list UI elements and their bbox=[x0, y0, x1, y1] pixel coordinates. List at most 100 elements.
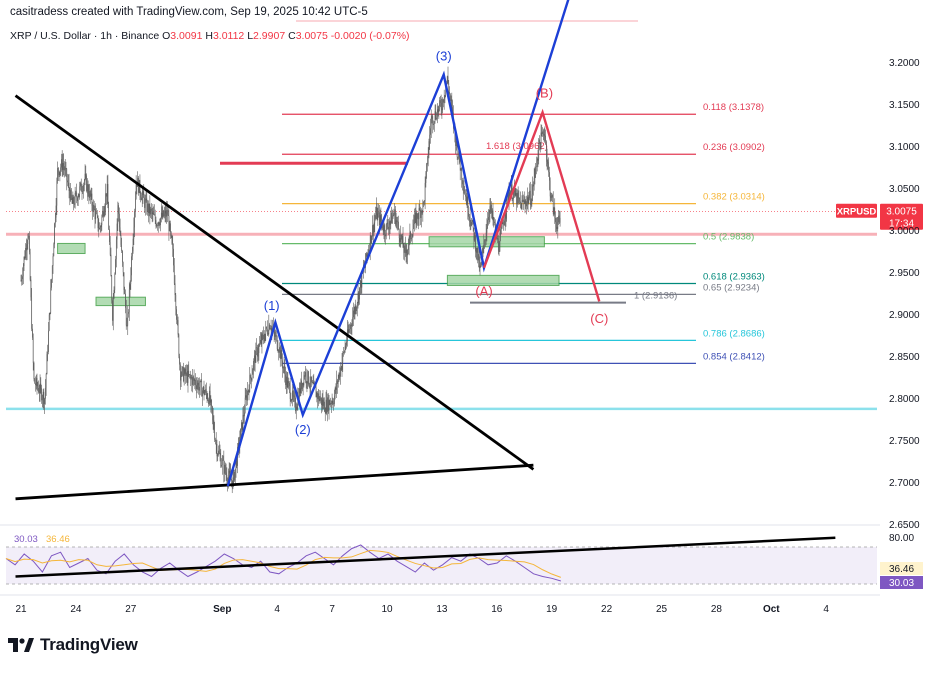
candle-body bbox=[223, 459, 225, 474]
candle-body bbox=[60, 167, 61, 171]
candle-body bbox=[169, 223, 171, 231]
candle-body bbox=[167, 209, 168, 215]
candle-body bbox=[484, 240, 485, 242]
demand-zone[interactable] bbox=[57, 242, 86, 255]
candle-body bbox=[261, 334, 263, 345]
candle-body bbox=[71, 197, 73, 204]
candle-body bbox=[494, 221, 495, 223]
candle-body bbox=[552, 195, 553, 198]
candle-body bbox=[104, 206, 106, 213]
candle-body bbox=[518, 197, 520, 199]
candle-body bbox=[452, 107, 453, 113]
candle-body bbox=[106, 184, 108, 197]
wave-label: (A) bbox=[475, 284, 492, 299]
candle-body bbox=[432, 116, 434, 125]
high-value: 3.0112 bbox=[212, 30, 245, 42]
candle-body bbox=[38, 388, 39, 393]
candle-body bbox=[26, 244, 28, 251]
tradingview-logo[interactable]: TradingView bbox=[8, 634, 138, 656]
candle-body bbox=[549, 180, 551, 197]
candle-body bbox=[291, 400, 293, 401]
candle-body bbox=[501, 222, 503, 227]
candle-body bbox=[330, 402, 331, 405]
candle-body bbox=[288, 381, 289, 383]
candle-body bbox=[430, 118, 432, 129]
candle-body bbox=[514, 188, 516, 196]
demand-zone[interactable] bbox=[95, 296, 146, 307]
candle-body bbox=[200, 380, 202, 382]
candle-body bbox=[311, 376, 312, 383]
candle-body bbox=[515, 192, 517, 196]
candle-body bbox=[187, 370, 189, 383]
axes: 3.2000 3.1500 3.1000 3.0500 3.0000 2.9500 2.90… bbox=[0, 58, 920, 615]
candle-body bbox=[251, 374, 253, 381]
candle-body bbox=[242, 414, 244, 430]
candle-body bbox=[544, 135, 546, 137]
candle-body bbox=[185, 369, 187, 376]
candle-body bbox=[276, 335, 277, 337]
candle-body bbox=[375, 215, 376, 219]
candle-body bbox=[491, 204, 492, 214]
candle-body bbox=[116, 223, 118, 240]
candle-body bbox=[504, 218, 506, 221]
candle-body bbox=[440, 100, 441, 103]
candle-body bbox=[97, 215, 99, 229]
rsi-ma-line[interactable] bbox=[5, 549, 562, 578]
rsi-pane[interactable]: 30.03 36.46 80.00 36.46 30.03 bbox=[5, 533, 923, 589]
candle-body bbox=[401, 234, 402, 240]
candle-body bbox=[215, 441, 217, 444]
candle-body bbox=[197, 382, 199, 386]
candle-body bbox=[164, 210, 166, 214]
candle-body bbox=[218, 450, 219, 455]
candle-body bbox=[466, 196, 468, 205]
trendline[interactable] bbox=[15, 463, 534, 501]
open-value: 3.0091 bbox=[170, 30, 203, 42]
candle-body bbox=[56, 181, 58, 206]
candle-body bbox=[151, 208, 152, 211]
candle-body bbox=[448, 83, 450, 92]
candle-body bbox=[345, 345, 347, 347]
candle-body bbox=[189, 374, 191, 378]
candle-body bbox=[480, 264, 482, 266]
candle-body bbox=[341, 362, 343, 370]
candle-body bbox=[105, 193, 106, 207]
candle-body bbox=[96, 213, 98, 216]
candle-body bbox=[391, 216, 393, 224]
candle-body bbox=[205, 389, 207, 394]
trendline[interactable] bbox=[14, 94, 535, 471]
candle-body bbox=[23, 257, 25, 266]
candle-body bbox=[305, 372, 306, 377]
candle-body bbox=[156, 225, 158, 227]
candle-body bbox=[253, 360, 254, 371]
candle-body bbox=[151, 210, 153, 215]
candle-body bbox=[72, 196, 74, 204]
candle-body bbox=[276, 336, 278, 349]
candle-body bbox=[64, 168, 66, 171]
candle-body bbox=[526, 201, 527, 207]
candle-body bbox=[87, 184, 89, 194]
candle-body bbox=[552, 197, 554, 214]
candle-body bbox=[74, 192, 76, 205]
candle-body bbox=[470, 221, 472, 226]
candle-body bbox=[408, 245, 409, 250]
candle-body bbox=[282, 367, 284, 369]
candle-body bbox=[259, 343, 261, 346]
candle-body bbox=[488, 216, 489, 221]
rsi-trendline[interactable] bbox=[15, 536, 836, 578]
elliott-correction-wave[interactable] bbox=[482, 108, 601, 302]
candle-body bbox=[58, 167, 59, 173]
candle-body bbox=[365, 253, 366, 266]
fib-level-label: 0.382 (3.0314) bbox=[703, 192, 765, 203]
candle-body bbox=[403, 247, 405, 253]
elliott-impulse-wave[interactable] bbox=[226, 0, 589, 487]
candle-body bbox=[92, 205, 94, 212]
candle-body bbox=[517, 192, 518, 205]
candle-body bbox=[519, 197, 521, 202]
candle-body bbox=[417, 218, 419, 220]
candle-body bbox=[32, 337, 34, 363]
demand-zone[interactable] bbox=[446, 274, 560, 286]
candle-body bbox=[147, 203, 148, 212]
candle-body bbox=[245, 395, 247, 398]
candle-body bbox=[477, 247, 479, 261]
